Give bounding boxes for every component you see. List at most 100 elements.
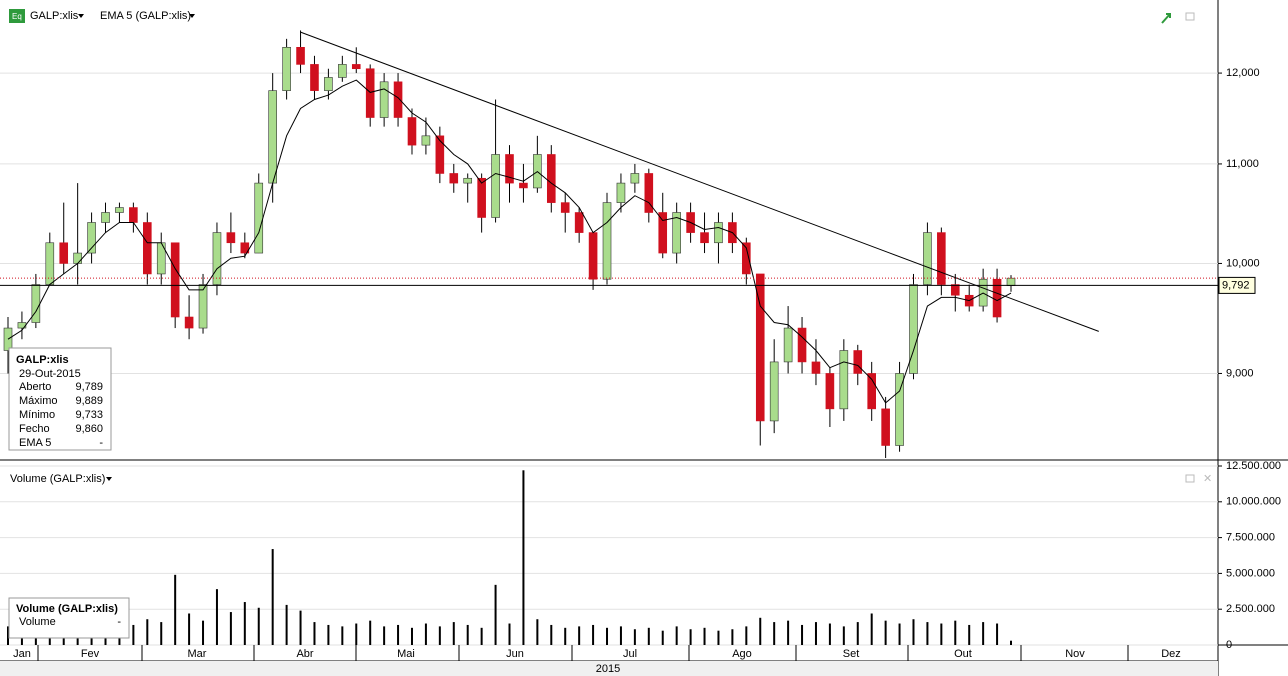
volume-bar: [856, 622, 859, 645]
indicator-menu[interactable]: EMA 5 (GALP:xlis): [100, 10, 191, 22]
volume-bar: [508, 623, 511, 645]
volume-bar: [884, 620, 887, 645]
candle-body: [560, 202, 570, 213]
dropdown-arrow[interactable]: [78, 14, 84, 18]
symbol-menu[interactable]: GALP:xlis: [30, 10, 79, 22]
volume-bar: [438, 626, 441, 645]
volume-bar: [7, 626, 9, 645]
dropdown-arrow[interactable]: [106, 477, 112, 481]
candle-body: [45, 242, 55, 285]
info-key: EMA 5: [19, 437, 51, 449]
candle-body: [198, 284, 208, 329]
info-key: Máximo: [19, 395, 58, 407]
volume-bar: [285, 604, 288, 645]
volume-bar: [689, 629, 692, 645]
volume-bar: [522, 470, 525, 645]
volume-bar: [369, 620, 372, 645]
volume-bar: [410, 627, 413, 645]
info-box: [8, 347, 112, 451]
y-tick-label: 0: [1226, 639, 1232, 651]
volume-bar: [341, 626, 344, 645]
volume-bar: [229, 612, 232, 645]
volume-bar: [619, 626, 622, 645]
volume-bar: [731, 629, 734, 645]
candle-body: [240, 242, 250, 254]
candle-body: [87, 222, 96, 254]
candle-body: [909, 284, 918, 374]
volume-bar: [355, 623, 358, 645]
volume-menu[interactable]: Volume (GALP:xlis): [10, 473, 105, 485]
candle-body: [616, 182, 626, 203]
candle-body: [769, 361, 779, 422]
volume-bar: [926, 622, 929, 645]
candle-body: [783, 327, 793, 363]
candle-body: [115, 207, 124, 213]
x-tick-label: Jun: [506, 648, 524, 660]
candle-body: [672, 212, 681, 254]
candle-body: [463, 177, 473, 184]
candle-body: [351, 64, 361, 70]
candle-body: [310, 64, 319, 91]
y-tick-label: 10.000.000: [1226, 496, 1281, 508]
volume-bar: [202, 620, 205, 645]
candle-body: [867, 373, 876, 410]
volume-bar: [327, 624, 330, 645]
info-title: GALP:xlis: [16, 354, 69, 366]
volume-bar: [968, 624, 971, 645]
candle-body: [365, 68, 375, 118]
candle-body: [477, 177, 486, 218]
y-tick-label: 7.500.000: [1226, 532, 1275, 544]
volume-bar: [146, 619, 149, 645]
info-key: Aberto: [19, 381, 51, 393]
candle-body: [602, 202, 612, 280]
x-tick-label: Jul: [623, 648, 637, 660]
volume-bar: [717, 630, 720, 645]
candle-body: [421, 135, 431, 146]
window-icon[interactable]: [1185, 474, 1195, 483]
y-tick-label: 11,000: [1226, 158, 1259, 170]
candle-body: [546, 154, 556, 203]
volume-bar: [898, 623, 901, 645]
last-price-label: 9,792: [1222, 279, 1250, 291]
last-price-box: [1218, 276, 1256, 294]
volume-bar: [801, 624, 804, 645]
volume-bar: [675, 626, 678, 645]
candle-body: [811, 361, 821, 374]
volume-bar: [759, 617, 762, 645]
dropdown-arrow[interactable]: [189, 14, 195, 18]
close-icon[interactable]: ✕: [1203, 473, 1212, 485]
info-key: Volume: [19, 616, 56, 628]
x-tick-label: Jan: [13, 648, 31, 660]
y-tick-label: 9,000: [1226, 367, 1254, 379]
volume-bar: [828, 623, 831, 645]
volume-bar: [424, 623, 427, 645]
volume-bar: [745, 626, 748, 645]
candle-body: [268, 90, 277, 184]
volume-bar: [606, 627, 609, 645]
app-icon: [9, 9, 25, 23]
candle-body: [797, 327, 807, 363]
volume-bar: [773, 622, 776, 645]
candle-body: [644, 173, 654, 213]
x-tick-label: Nov: [1065, 648, 1085, 660]
volume-bar: [480, 627, 483, 645]
info-title: Volume (GALP:xlis): [16, 603, 118, 615]
volume-bar: [550, 624, 553, 645]
candle-body: [588, 232, 598, 280]
candle-body: [742, 242, 751, 275]
candle-body: [226, 232, 236, 244]
volume-bar: [536, 619, 539, 645]
volume-bar: [870, 613, 873, 645]
volume-bar: [466, 624, 469, 645]
candle-body: [129, 207, 138, 223]
trend-icon[interactable]: [1161, 13, 1171, 24]
window-icon[interactable]: [1185, 12, 1195, 21]
ema-line: [7, 79, 1012, 404]
info-value: -: [117, 616, 121, 628]
candle-body: [519, 182, 528, 189]
candle-body: [950, 284, 960, 296]
volume-bar: [661, 630, 664, 645]
volume-bar: [982, 622, 985, 645]
info-value: 9,860: [75, 423, 103, 435]
candle-body: [3, 327, 13, 351]
